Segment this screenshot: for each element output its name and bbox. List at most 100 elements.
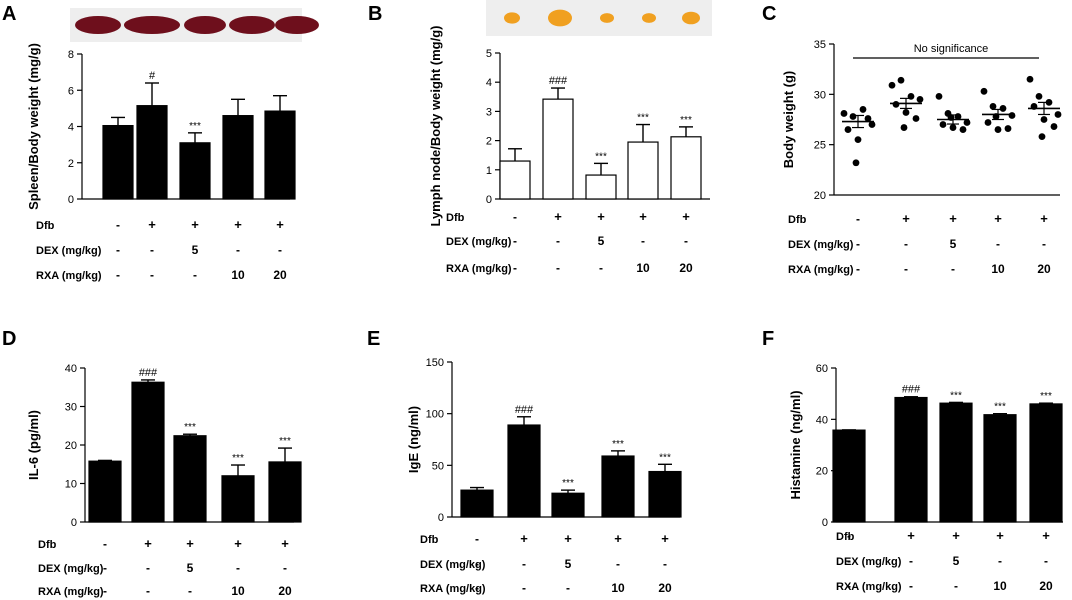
y-tick-label: 0 bbox=[438, 512, 444, 524]
treatment-cell: + bbox=[661, 531, 669, 546]
tissue-sample bbox=[548, 9, 572, 27]
treatment-cell: + bbox=[639, 209, 647, 224]
data-point bbox=[1040, 116, 1048, 123]
panel-D: D 0 10 20 30 40 IL-6 (pg/ml) ### *** *** *** Dfb - + +… bbox=[2, 328, 302, 598]
treatment-table: Dfb-++++DEX (mg/kg)--5--RXA (mg/kg)---10… bbox=[36, 217, 287, 282]
treatment-cell: 10 bbox=[231, 268, 245, 282]
y-tick-label: 2 bbox=[68, 158, 74, 170]
treatment-table: Dfb-++++DEX (mg/kg)--5--RXA (mg/kg)---10… bbox=[38, 536, 292, 598]
significance-label: ### bbox=[902, 384, 921, 396]
treatment-cell: - bbox=[150, 243, 154, 257]
data-point bbox=[864, 115, 872, 122]
treatment-cell: - bbox=[847, 579, 851, 593]
y-tick-label: 60 bbox=[816, 363, 828, 375]
data-point bbox=[912, 115, 920, 122]
y-tick-label: 0 bbox=[68, 194, 74, 206]
significance-label: *** bbox=[279, 436, 291, 447]
bar bbox=[894, 396, 928, 523]
bar bbox=[136, 105, 168, 200]
treatment-cell: - bbox=[103, 537, 107, 551]
treatment-cell: - bbox=[522, 581, 526, 595]
panel-letter: C bbox=[762, 3, 776, 25]
bar bbox=[264, 110, 296, 200]
y-tick-label: 30 bbox=[65, 402, 77, 414]
data-point bbox=[888, 81, 896, 89]
treatment-cell: 10 bbox=[991, 262, 1005, 276]
y-tick-label: 30 bbox=[814, 89, 826, 101]
significance-label: *** bbox=[637, 113, 649, 124]
bar bbox=[222, 115, 254, 200]
significance-label: *** bbox=[612, 439, 624, 450]
bar bbox=[648, 470, 682, 518]
treatment-cell: - bbox=[954, 579, 958, 593]
data-point bbox=[854, 136, 862, 144]
data-point bbox=[935, 92, 943, 100]
data-point bbox=[1008, 112, 1016, 119]
treatment-cell: - bbox=[909, 579, 913, 593]
significance-label: *** bbox=[595, 151, 607, 162]
y-tick-label: 4 bbox=[68, 122, 74, 134]
chart-title: No significance bbox=[914, 43, 989, 55]
treatment-cell: 20 bbox=[1037, 262, 1051, 276]
treatment-cell: - bbox=[856, 237, 860, 251]
treatment-cell: + bbox=[276, 217, 284, 232]
treatment-cell: - bbox=[146, 584, 150, 598]
treatment-cell: + bbox=[994, 211, 1002, 226]
treatment-cell: - bbox=[188, 584, 192, 598]
tissue-sample bbox=[504, 12, 520, 24]
significance-label: *** bbox=[950, 390, 962, 401]
data-point bbox=[859, 106, 867, 113]
treatment-cell: - bbox=[236, 561, 240, 575]
treatment-cell: - bbox=[847, 554, 851, 568]
treatment-cell: - bbox=[847, 529, 851, 543]
bar bbox=[131, 381, 165, 523]
treatment-cell: + bbox=[682, 209, 690, 224]
treatment-cell: - bbox=[475, 532, 479, 546]
panel-letter: F bbox=[762, 328, 774, 350]
treatment-table: Dfb-++++DEX (mg/kg)--5--RXA (mg/kg)---10… bbox=[836, 528, 1053, 593]
tissue-sample bbox=[682, 11, 700, 25]
treatment-cell: - bbox=[103, 561, 107, 575]
significance-label: *** bbox=[184, 422, 196, 433]
y-tick-label: 10 bbox=[65, 479, 77, 491]
treatment-cell: 5 bbox=[565, 557, 572, 571]
treatment-cell: + bbox=[191, 217, 199, 232]
treatment-cell: - bbox=[513, 261, 517, 275]
treatment-row-label: DEX (mg/kg) bbox=[446, 236, 512, 248]
y-axis-label: IgE (ng/ml) bbox=[406, 406, 421, 473]
y-tick-label: 20 bbox=[814, 190, 826, 202]
treatment-cell: 20 bbox=[273, 268, 287, 282]
treatment-cell: - bbox=[116, 268, 120, 282]
bar bbox=[627, 141, 659, 200]
treatment-cell: 5 bbox=[187, 561, 194, 575]
treatment-cell: + bbox=[564, 531, 572, 546]
tissue-sample bbox=[229, 16, 275, 34]
tissue-sample bbox=[184, 16, 226, 34]
bar bbox=[221, 475, 255, 523]
treatment-cell: - bbox=[909, 554, 913, 568]
treatment-row-label: DEX (mg/kg) bbox=[836, 556, 902, 568]
y-tick-label: 100 bbox=[426, 409, 444, 421]
treatment-cell: + bbox=[234, 536, 242, 551]
treatment-cell: + bbox=[614, 531, 622, 546]
spleen-tissue-photo bbox=[70, 8, 319, 42]
treatment-cell: - bbox=[684, 234, 688, 248]
treatment-cell: - bbox=[616, 557, 620, 571]
treatment-cell: 5 bbox=[192, 243, 199, 257]
treatment-cell: - bbox=[566, 581, 570, 595]
y-tick-label: 40 bbox=[65, 363, 77, 375]
bar bbox=[507, 424, 541, 518]
data-point bbox=[844, 126, 852, 133]
panel-B: B 0 1 2 3 4 5 Lymph node/Body weight (mg/g) ### *… bbox=[368, 0, 712, 275]
data-point bbox=[902, 109, 910, 116]
treatment-cell: - bbox=[904, 262, 908, 276]
bar bbox=[585, 174, 617, 200]
treatment-cell: - bbox=[556, 234, 560, 248]
bar bbox=[460, 489, 494, 518]
treatment-cell: 10 bbox=[231, 584, 245, 598]
panel-letter: E bbox=[367, 328, 380, 350]
y-tick-label: 0 bbox=[822, 517, 828, 529]
tissue-sample bbox=[642, 13, 656, 23]
data-point bbox=[892, 101, 900, 108]
